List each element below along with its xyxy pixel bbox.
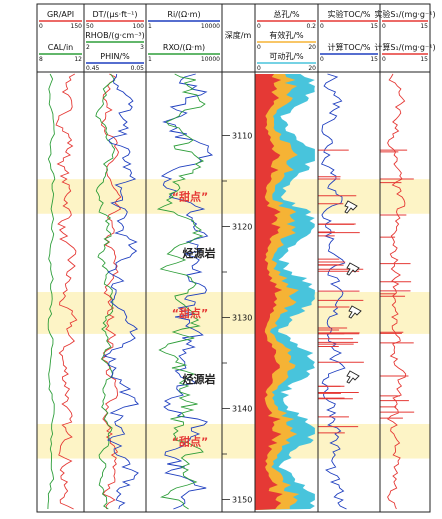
- chart-frame: [36, 3, 431, 513]
- header-scale-max: 150: [71, 23, 83, 30]
- header-scale-min: 0: [257, 23, 261, 30]
- depth-tick-label: 3110: [232, 132, 252, 141]
- curve-s1-1: [387, 73, 407, 510]
- sweet-spot-label: “甜点”: [172, 434, 208, 448]
- depth-tick-label: 3140: [232, 405, 252, 414]
- header-scale-max: 100: [133, 23, 145, 30]
- curve-dt-rhob-phin-1: [100, 73, 122, 510]
- toc-arrow-marker-3: [348, 305, 362, 319]
- header-scale-max: 10000: [201, 56, 220, 63]
- header-scale-min: 0: [382, 23, 386, 30]
- source-rock-label: 烃源岩: [183, 246, 216, 260]
- depth-axis-label: 深度/m: [225, 30, 252, 40]
- sweet-spot-band-5: [37, 423, 430, 459]
- header-label-porosity-2: 有效孔/%: [269, 30, 304, 40]
- header-scale-min: 8: [39, 56, 43, 63]
- header-scale-min: 0: [320, 56, 324, 63]
- header-label-dt-rhob-phin-1: DT/(μs·ft⁻¹): [92, 10, 137, 19]
- header-label-toc-2: 计算TOC/%: [327, 42, 370, 52]
- depth-tick-label: 3150: [232, 496, 252, 505]
- sweet-spot-label: “甜点”: [172, 189, 208, 203]
- header-scale-max: 20: [308, 44, 316, 51]
- header-label-dt-rhob-phin-2: RHOB/(g·cm⁻³): [85, 31, 145, 40]
- depth-tick-label: 3120: [232, 223, 252, 232]
- header-label-dt-rhob-phin-3: PHIN/%: [100, 52, 130, 61]
- header-label-porosity-3: 可动孔/%: [269, 51, 304, 61]
- curve-ri-rxo-2: [156, 73, 206, 510]
- header-label-ri-rxo-2: RXO/(Ω·m): [163, 43, 205, 52]
- header-scale-max: 3: [140, 44, 144, 51]
- toc-arrow-marker-4: [346, 370, 360, 384]
- header-scale-min: 50: [86, 23, 94, 30]
- header-label-gr-cal-1: GR/API: [47, 10, 74, 19]
- source-rock-label: 烃源岩: [183, 372, 216, 386]
- header-scale-max: 0.2: [306, 23, 316, 30]
- curve-gr-cal-2: [55, 73, 78, 510]
- header-scale-max: 12: [74, 56, 82, 63]
- header-scale-max: 0.05: [131, 65, 145, 72]
- header-label-ri-rxo-1: Ri/(Ω·m): [167, 10, 200, 19]
- curve-gr-cal-1: [47, 73, 56, 510]
- toc-arrow-marker-2: [346, 262, 360, 276]
- header-scale-max: 15: [370, 56, 378, 63]
- header-label-gr-cal-2: CAL/in: [48, 43, 74, 52]
- header-scale-min: 0: [257, 65, 261, 72]
- header-scale-max: 15: [420, 56, 428, 63]
- header-scale-max: 15: [420, 23, 428, 30]
- header-label-toc-1: 实验TOC/%: [327, 9, 370, 19]
- header-scale-min: 0.45: [86, 65, 100, 72]
- header-scale-max: 15: [370, 23, 378, 30]
- header-scale-min: 0: [39, 23, 43, 30]
- toc-arrow-marker-1: [344, 200, 358, 214]
- porosity-movable-area: [255, 74, 283, 510]
- sweet-spot-band-3: [37, 292, 430, 334]
- header-scale-min: 0: [320, 23, 324, 30]
- header-scale-min: 0: [257, 44, 261, 51]
- header-label-s1-1: 实验S₁/(mg·g⁻¹): [374, 9, 435, 19]
- sweet-spot-label: “甜点”: [172, 306, 208, 320]
- curve-dt-rhob-phin-3: [102, 73, 140, 510]
- header-scale-min: 2: [86, 44, 90, 51]
- header-scale-max: 20: [308, 65, 316, 72]
- sweet-spot-band-1: [37, 179, 430, 214]
- curve-dt-rhob-phin-2: [95, 73, 116, 510]
- curve-ri-rxo-1: [160, 73, 214, 510]
- header-label-s1-2: 计算S₁/(mg·g⁻¹): [374, 42, 435, 52]
- header-scale-min: 1: [148, 23, 152, 30]
- header-scale-min: 0: [382, 56, 386, 63]
- header-label-porosity-1: 总孔/%: [273, 9, 300, 19]
- depth-tick-label: 3130: [232, 314, 252, 323]
- header-scale-min: 1: [148, 56, 152, 63]
- header-scale-max: 10000: [201, 23, 220, 30]
